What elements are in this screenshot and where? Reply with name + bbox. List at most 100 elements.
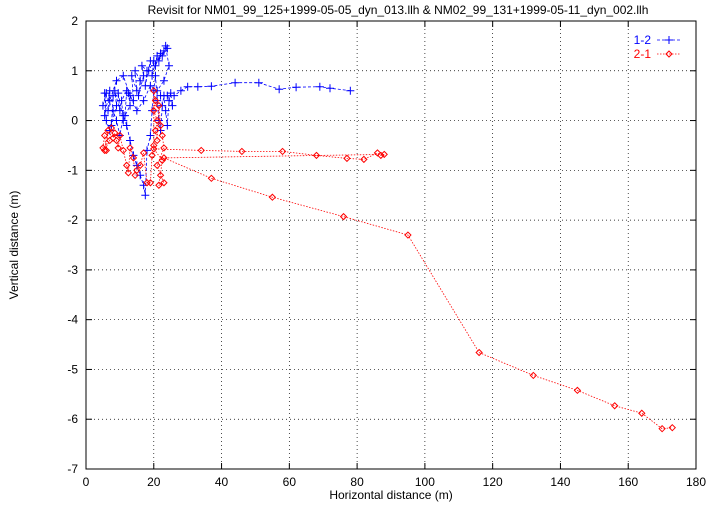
data-point	[146, 131, 155, 140]
data-point	[131, 66, 140, 75]
data-point	[127, 71, 136, 80]
data-point	[161, 106, 170, 115]
y-tick-label: -3	[67, 263, 78, 277]
data-point	[102, 146, 111, 155]
data-point	[165, 61, 174, 70]
data-point	[153, 116, 161, 125]
data-point	[139, 96, 148, 105]
data-point	[144, 66, 153, 75]
data-point	[668, 423, 676, 432]
data-point	[156, 171, 165, 180]
data-point	[153, 161, 161, 170]
data-point	[151, 71, 160, 80]
data-point	[98, 101, 107, 110]
y-tick-label: -4	[67, 313, 78, 327]
data-point	[100, 89, 109, 98]
y-tick-label: -1	[67, 163, 78, 177]
data-point	[119, 146, 127, 155]
data-point	[151, 126, 160, 135]
data-point	[119, 111, 128, 120]
data-point	[136, 76, 145, 85]
data-point	[107, 124, 116, 132]
data-point	[268, 193, 277, 201]
data-point	[339, 212, 348, 221]
data-point	[129, 154, 138, 162]
data-point	[160, 179, 168, 187]
data-point	[134, 91, 143, 100]
series-line	[102, 90, 673, 430]
y-tick-label: 2	[71, 14, 78, 28]
data-point	[137, 61, 146, 70]
data-point	[275, 85, 284, 94]
data-point	[150, 141, 158, 150]
data-point	[158, 51, 167, 60]
data-point	[155, 101, 163, 110]
y-tick-label: -6	[67, 412, 78, 426]
data-point	[165, 96, 174, 105]
plot-frame	[85, 20, 697, 470]
y-tick-label: -2	[67, 213, 78, 227]
data-point	[112, 76, 121, 85]
data-point	[136, 161, 144, 170]
data-point	[404, 231, 412, 239]
data-point	[238, 147, 246, 156]
x-tick-label: 20	[147, 475, 161, 489]
data-point	[156, 121, 165, 130]
data-point	[373, 149, 382, 157]
x-tick-label: 80	[350, 475, 364, 489]
data-point	[343, 154, 351, 163]
data-point	[160, 144, 168, 152]
data-point	[170, 91, 179, 100]
data-point	[638, 409, 646, 417]
data-point	[150, 145, 158, 153]
data-point	[132, 106, 141, 115]
data-point	[161, 41, 170, 50]
data-point	[116, 131, 124, 140]
y-tick-label: -7	[67, 462, 78, 476]
data-point	[150, 106, 158, 115]
data-point	[315, 82, 324, 91]
data-point	[146, 81, 155, 90]
data-point	[346, 86, 355, 95]
data-point	[168, 101, 177, 110]
data-point	[154, 56, 163, 65]
data-point	[132, 86, 141, 95]
data-point	[112, 116, 121, 125]
data-point	[475, 348, 483, 357]
data-point	[148, 106, 157, 115]
data-point	[380, 150, 388, 159]
data-point	[109, 106, 118, 115]
data-point	[197, 146, 205, 155]
data-point	[163, 91, 172, 100]
data-point	[114, 89, 123, 98]
legend: 1-2 2-1	[634, 33, 681, 61]
data-point	[111, 129, 119, 137]
data-point	[658, 424, 666, 433]
data-point	[124, 169, 133, 177]
x-tick-label: 180	[686, 475, 706, 489]
x-tick-label: 40	[215, 475, 229, 489]
data-point	[153, 136, 161, 145]
data-point	[326, 84, 334, 93]
data-point	[133, 166, 141, 175]
data-point	[573, 386, 582, 395]
data-point	[117, 96, 126, 105]
data-point	[126, 91, 135, 100]
y-axis-label: Vertical distance (m)	[7, 191, 21, 300]
legend-label-1-2: 1-2	[634, 33, 652, 47]
data-point	[193, 82, 202, 91]
data-point	[139, 149, 148, 157]
data-point	[159, 76, 168, 85]
legend-label-2-1: 2-1	[634, 47, 652, 61]
data-point	[126, 101, 135, 110]
data-point	[102, 116, 111, 125]
data-point	[176, 86, 185, 95]
data-point	[126, 136, 135, 145]
data-point	[112, 101, 121, 110]
data-point	[278, 147, 287, 156]
data-point	[146, 179, 155, 187]
data-point	[150, 86, 158, 95]
data-point	[141, 191, 150, 200]
data-point	[292, 83, 301, 92]
